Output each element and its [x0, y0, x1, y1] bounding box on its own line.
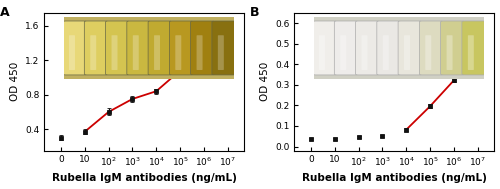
X-axis label: Rubella IgM antibodies (ng/mL): Rubella IgM antibodies (ng/mL) [302, 174, 487, 184]
Y-axis label: OD 450: OD 450 [10, 62, 20, 101]
Text: B: B [250, 6, 260, 19]
Y-axis label: OD 450: OD 450 [260, 62, 270, 101]
Text: A: A [0, 6, 10, 19]
X-axis label: Rubella IgM antibodies (ng/mL): Rubella IgM antibodies (ng/mL) [52, 174, 237, 184]
